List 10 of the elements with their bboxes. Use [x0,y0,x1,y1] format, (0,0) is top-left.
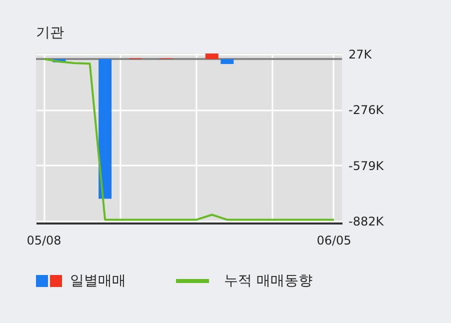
line-series [43,58,335,221]
y-tick-label: -276K [348,103,385,118]
y-tick-label: -579K [348,158,385,173]
y-tick-label: -882K [348,214,385,228]
y-tick-label: 27K [348,48,373,62]
legend-label: 일별매매 [70,272,126,290]
chart-title: 기관 [36,25,64,42]
x-tick-label: 06/05 [316,234,352,248]
x-tick-label: 05/08 [26,234,62,248]
legend-label: 누적 매매동향 [224,272,312,290]
